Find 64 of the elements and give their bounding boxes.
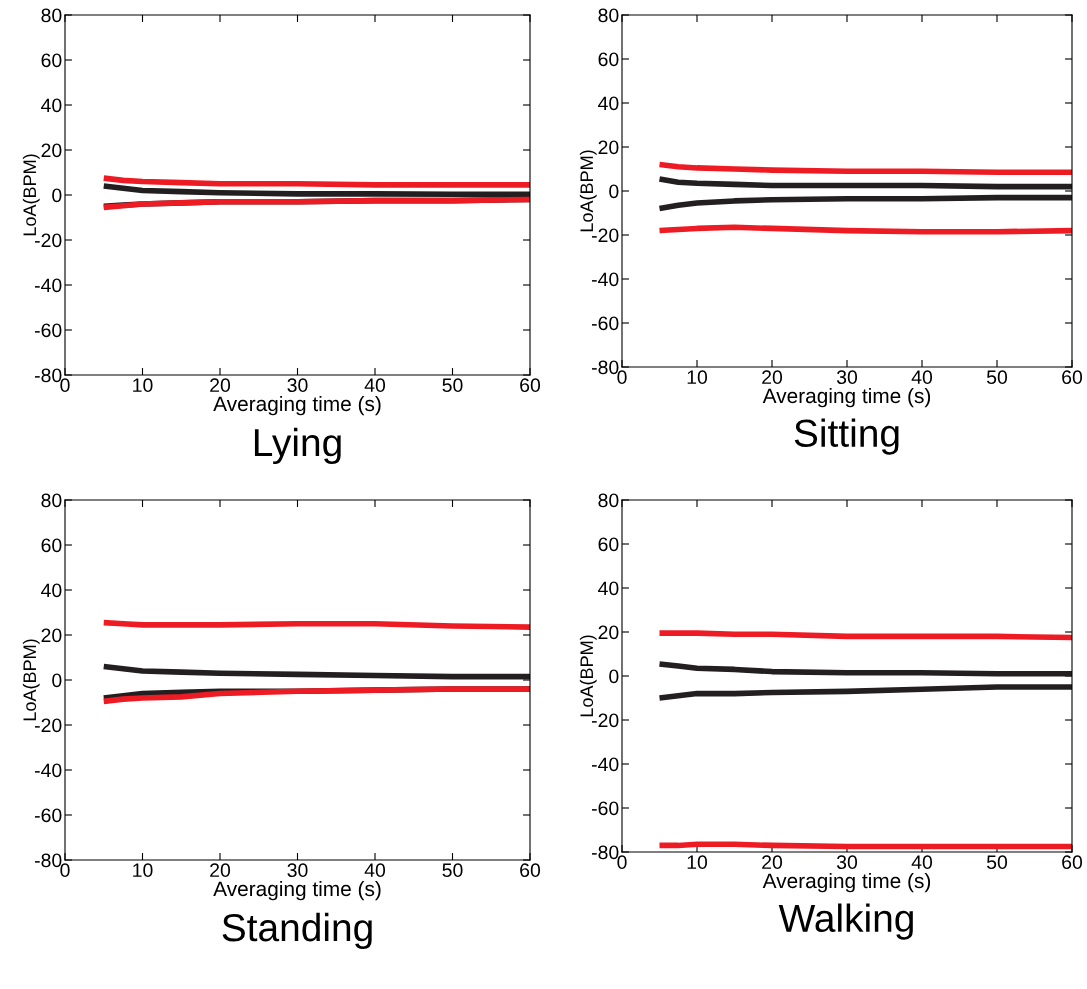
y-tick-label: -40 — [34, 763, 62, 778]
x-tick-label: 30 — [836, 370, 858, 385]
x-tick-label: 40 — [364, 378, 386, 393]
y-tick-label: 0 — [52, 188, 62, 203]
y-tick-label: -80 — [34, 368, 62, 383]
x-tick-label: 60 — [1062, 855, 1083, 870]
y-tick-label: 0 — [52, 673, 62, 688]
x-tick-label: 50 — [442, 378, 463, 393]
y-tick-label: -60 — [34, 323, 62, 338]
y-tick-label: 0 — [609, 669, 619, 684]
y-tick-label: 40 — [41, 583, 62, 598]
y-tick-label: -80 — [591, 845, 619, 860]
y-tick-label: 40 — [41, 98, 62, 113]
x-tick-label: 10 — [687, 370, 708, 385]
x-tick-label: 60 — [520, 863, 541, 878]
x-axis-title: Averaging time (s) — [213, 395, 381, 416]
text: Walking — [778, 903, 913, 940]
y-tick-label: 80 — [41, 493, 62, 508]
x-axis-title: Averaging time (s) — [762, 387, 931, 408]
text: Standing — [222, 912, 372, 950]
x-tick-label: 20 — [762, 855, 783, 870]
x-axis-title: Averaging time (s) — [762, 872, 931, 893]
y-tick-label: -60 — [591, 316, 619, 331]
x-tick-label: 20 — [210, 863, 231, 878]
y-tick-label: 60 — [598, 52, 619, 67]
x-tick-label: 20 — [762, 370, 783, 385]
y-tick-label: 40 — [598, 96, 619, 111]
y-tick-label: -40 — [591, 272, 619, 287]
y-tick-label: -80 — [34, 853, 62, 868]
y-tick-label: -60 — [591, 801, 619, 816]
y-tick-label: 80 — [41, 8, 62, 23]
text: Lying — [254, 427, 341, 465]
text: Sitting — [794, 418, 899, 455]
x-tick-label: 10 — [133, 378, 153, 393]
x-tick-label: 50 — [986, 855, 1008, 870]
x-tick-label: 50 — [986, 370, 1008, 385]
y-tick-label: 20 — [598, 625, 619, 640]
x-tick-label: 10 — [133, 863, 153, 878]
y-tick-label: 60 — [41, 538, 62, 553]
y-tick-label: 60 — [598, 537, 619, 552]
x-tick-label: 60 — [520, 378, 541, 393]
y-tick-label: -80 — [591, 360, 619, 375]
x-tick-label: 40 — [364, 863, 386, 878]
x-tick-label: 10 — [687, 855, 708, 870]
x-axis-title: Averaging time (s) — [213, 880, 381, 901]
y-tick-label: 60 — [41, 53, 62, 68]
y-tick-label: -40 — [591, 757, 619, 772]
x-tick-label: 30 — [836, 855, 858, 870]
x-tick-label: 60 — [1062, 370, 1083, 385]
y-tick-label: -60 — [34, 808, 62, 823]
y-tick-label: 80 — [598, 493, 619, 508]
x-tick-label: 50 — [442, 863, 463, 878]
x-tick-label: 40 — [911, 370, 933, 385]
y-tick-label: -40 — [34, 278, 62, 293]
y-tick-label: 80 — [598, 8, 619, 23]
y-tick-label: 20 — [41, 628, 62, 643]
y-tick-label: 0 — [609, 184, 619, 199]
x-tick-label: 20 — [210, 378, 231, 393]
y-tick-label: 20 — [598, 140, 619, 155]
y-tick-label: 40 — [598, 581, 619, 596]
y-tick-label: 20 — [41, 143, 62, 158]
x-tick-label: 30 — [287, 378, 308, 393]
x-tick-label: 30 — [287, 863, 308, 878]
x-tick-label: 40 — [911, 855, 933, 870]
